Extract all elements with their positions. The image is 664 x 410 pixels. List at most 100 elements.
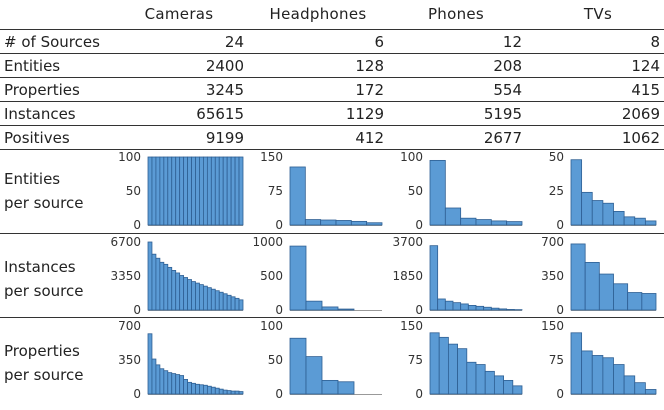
row-label: Positives: [4, 129, 70, 147]
bar: [196, 384, 200, 394]
bar: [290, 167, 305, 225]
y-tick-label: 75: [549, 353, 564, 367]
y-tick-label: 1850: [392, 269, 423, 283]
table-row-sources: # of Sources 24 6 12 8: [4, 33, 660, 51]
cell-headphones: 6: [374, 33, 384, 51]
bar: [168, 267, 172, 310]
bar: [231, 391, 235, 394]
bar: [176, 273, 180, 310]
bar: [176, 375, 180, 394]
bar: [494, 376, 503, 394]
bar: [305, 220, 320, 225]
bar: [507, 309, 515, 310]
hist-row-label-instances: Instances: [4, 258, 76, 276]
bar: [148, 157, 152, 225]
y-tick-label: 75: [408, 353, 423, 367]
bar: [192, 383, 196, 394]
row-label: Entities: [4, 57, 60, 75]
bar: [338, 382, 354, 394]
cell-phones: 554: [493, 81, 522, 99]
bar: [176, 157, 180, 225]
bar: [164, 264, 168, 310]
bar: [184, 379, 188, 394]
bar: [196, 157, 200, 225]
y-tick-label: 0: [133, 303, 141, 317]
bar: [211, 387, 215, 394]
bar: [430, 160, 445, 225]
bar: [290, 338, 306, 394]
bar: [180, 376, 184, 394]
bar: [188, 157, 192, 225]
bar: [211, 157, 215, 225]
bar: [239, 300, 243, 310]
hist-row-label-instances-sub: per source: [4, 282, 84, 300]
y-tick-label: 700: [541, 235, 564, 249]
bar: [172, 270, 176, 310]
bar: [290, 246, 306, 310]
bar: [235, 157, 239, 225]
bar: [152, 359, 156, 394]
bar: [628, 293, 642, 310]
bar: [603, 358, 614, 394]
bar: [642, 293, 656, 310]
bar: [321, 220, 336, 225]
bar: [148, 242, 152, 310]
bar: [592, 355, 603, 394]
bar: [448, 344, 457, 394]
cell-cameras: 65615: [196, 105, 244, 123]
bar: [180, 157, 184, 225]
bar: [164, 371, 168, 394]
y-tick-label: 50: [549, 150, 564, 164]
bar: [219, 389, 223, 394]
y-tick-label: 6700: [110, 235, 141, 249]
bar: [430, 246, 438, 310]
bar: [227, 391, 231, 394]
bar: [160, 369, 164, 394]
cell-cameras: 9199: [206, 129, 244, 147]
bar: [227, 157, 231, 225]
y-tick-label: 50: [268, 353, 283, 367]
bar: [499, 309, 507, 310]
cell-tvs: 124: [631, 57, 660, 75]
bar: [203, 286, 207, 310]
bar: [614, 284, 628, 310]
bar: [468, 305, 476, 310]
cell-headphones: 172: [355, 81, 384, 99]
y-tick-label: 1000: [252, 235, 283, 249]
bar: [306, 301, 322, 310]
y-tick-label: 50: [408, 184, 423, 198]
y-tick-label: 0: [556, 303, 564, 317]
bar: [484, 307, 492, 310]
bar: [614, 211, 625, 225]
bar: [645, 389, 656, 394]
bar: [223, 390, 227, 394]
y-tick-label: 100: [118, 150, 141, 164]
bar: [156, 157, 160, 225]
bar: [476, 220, 491, 225]
bar: [188, 280, 192, 310]
y-tick-label: 0: [415, 303, 423, 317]
y-tick-label: 0: [275, 387, 283, 401]
bar: [215, 388, 219, 394]
cell-phones: 5195: [484, 105, 522, 123]
bar: [571, 160, 582, 225]
hist-row-label-properties: Properties: [4, 342, 80, 360]
bar: [582, 351, 593, 394]
cell-cameras: 24: [225, 33, 244, 51]
cell-headphones: 412: [355, 129, 384, 147]
histogram-grid: 1005001507501005005025067003350010005000…: [110, 150, 656, 401]
y-tick-label: 150: [400, 319, 423, 333]
bar: [599, 274, 613, 310]
y-tick-label: 150: [541, 319, 564, 333]
cell-phones: 12: [503, 33, 522, 51]
y-tick-label: 0: [133, 218, 141, 232]
bar: [231, 297, 235, 310]
bar: [239, 157, 243, 225]
bar: [461, 304, 469, 310]
cell-headphones: 128: [355, 57, 384, 75]
